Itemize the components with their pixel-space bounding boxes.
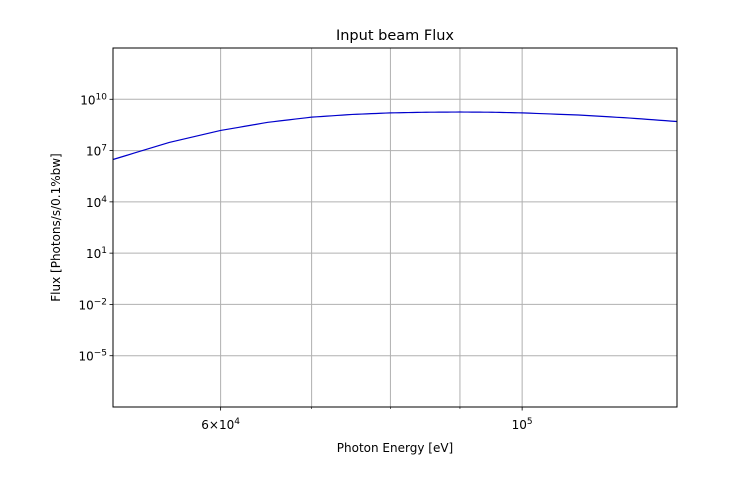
x-tick-label: 6×104 [201, 417, 240, 432]
grid-lines [113, 48, 677, 407]
x-tick-label: 105 [512, 417, 533, 432]
y-tick-label: 101 [86, 246, 107, 261]
plot-frame [112, 47, 678, 408]
y-tick-label: 10−2 [78, 297, 107, 312]
y-tick-label: 10−5 [78, 349, 107, 364]
tick-labels: 6×104 105 10−5 10−2 101 104 107 1010 [78, 92, 532, 432]
flux-series-line [112, 111, 678, 161]
y-tick-label: 104 [86, 195, 107, 210]
chart-title: Input beam Flux [336, 28, 454, 44]
y-axis-label: Flux [Photons/s/0.1%bw] [49, 153, 63, 301]
tick-marks [109, 98, 523, 411]
x-axis-label: Photon Energy [eV] [337, 441, 453, 455]
y-tick-label: 1010 [80, 92, 107, 107]
series-layer [112, 111, 678, 161]
y-tick-label: 107 [86, 144, 107, 159]
